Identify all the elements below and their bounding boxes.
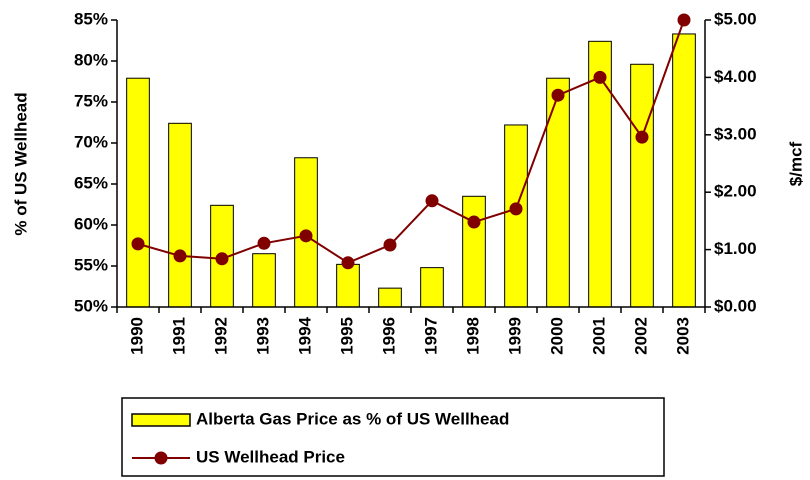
bar [252, 253, 276, 308]
y-tick-label: 75% [74, 91, 108, 110]
line-marker [509, 202, 523, 216]
bar [336, 263, 360, 308]
y-tick-label: 70% [74, 132, 108, 151]
bar [546, 77, 570, 308]
y2-tick-label: $1.00 [714, 239, 757, 258]
x-tick-label: 1999 [505, 317, 524, 355]
line-marker [299, 229, 313, 243]
line-marker [467, 215, 481, 229]
y2-axis-title: $/mcf [786, 141, 805, 186]
y2-tick-label: $2.00 [714, 182, 757, 201]
line-marker [425, 194, 439, 208]
bar [420, 267, 444, 308]
x-tick-label: 2001 [589, 317, 608, 355]
x-tick-label: 1996 [379, 317, 398, 355]
x-tick-label: 1998 [463, 317, 482, 355]
line-marker [593, 70, 607, 84]
y2-tick-label: $3.00 [714, 124, 757, 143]
line-marker [173, 249, 187, 263]
bar [378, 287, 402, 308]
bar [462, 195, 486, 308]
y-tick-label: 65% [74, 173, 108, 192]
line-marker [131, 237, 145, 251]
y-tick-label: 50% [74, 296, 108, 315]
line-marker [677, 13, 691, 27]
line [137, 19, 685, 264]
line-marker [635, 130, 649, 144]
legend-label: Alberta Gas Price as % of US Wellhead [196, 409, 509, 428]
line-marker [383, 238, 397, 252]
legend-box [121, 397, 665, 477]
bar [126, 77, 150, 308]
line-marker [257, 236, 271, 250]
x-tick-label: 1995 [337, 317, 356, 355]
x-tick-label: 1997 [421, 317, 440, 355]
x-tick-label: 2000 [547, 317, 566, 355]
y-axis-title: % of US Wellhead [11, 92, 30, 235]
y-tick-label: 60% [74, 214, 108, 233]
y2-tick-label: $0.00 [714, 296, 757, 315]
bar [504, 124, 528, 308]
y-tick-label: 85% [74, 9, 108, 28]
line-marker [215, 252, 229, 266]
y2-tick-label: $5.00 [714, 9, 757, 28]
x-tick-label: 2002 [631, 317, 650, 355]
legend-swatch [131, 413, 191, 427]
x-tick-label: 1994 [295, 316, 314, 354]
legend-label: US Wellhead Price [196, 447, 345, 466]
x-tick-label: 1990 [127, 317, 146, 355]
bar [672, 33, 696, 308]
x-tick-label: 2003 [673, 317, 692, 355]
line-marker [551, 88, 565, 102]
bar [630, 63, 654, 308]
x-tick-label: 1991 [169, 317, 188, 355]
x-tick-label: 1992 [211, 317, 230, 355]
x-tick-label: 1993 [253, 317, 272, 355]
bar [168, 122, 192, 308]
y-tick-label: 80% [74, 50, 108, 69]
legend-marker [154, 451, 168, 465]
y2-tick-label: $4.00 [714, 67, 757, 86]
y-tick-label: 55% [74, 255, 108, 274]
line-marker [341, 256, 355, 270]
